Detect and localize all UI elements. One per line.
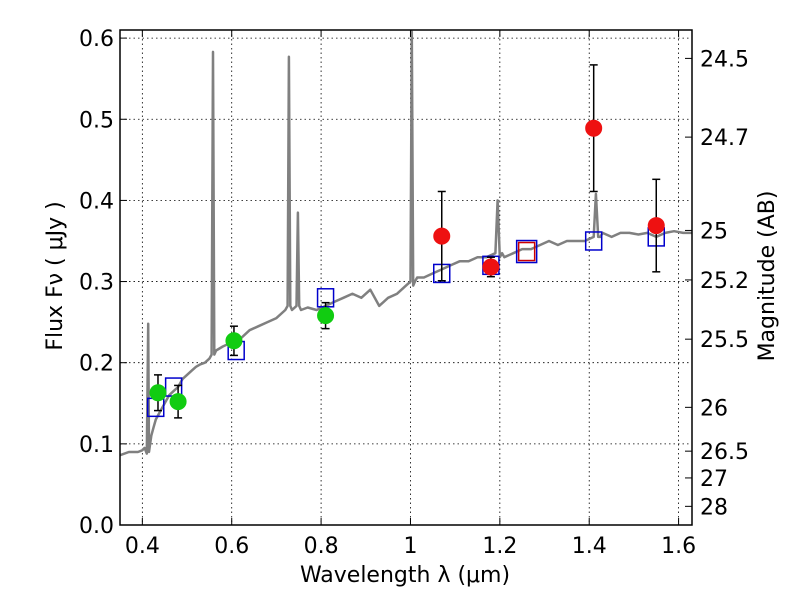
nir-point	[482, 258, 500, 276]
model-box-layer	[147, 227, 665, 418]
right-tick-label: 25	[700, 219, 728, 244]
optical-point	[317, 307, 335, 325]
right-tick-layer: 24.5 24.7 25 25.2 25.5 26 26.527 28	[685, 47, 749, 520]
x-tick-label: 1.6	[661, 534, 696, 559]
y-tick-label: 0.1	[79, 433, 114, 458]
y-axis-label: Flux Fν ( μJy )	[43, 201, 68, 350]
plot-frame	[119, 29, 693, 526]
x-tick-layer: 0.4 0.6 0.8 1 1.2 1.4 1.6	[125, 30, 696, 559]
grid-layer	[120, 30, 692, 526]
x-tick-label: 0.4	[125, 534, 160, 559]
photometry-layer	[149, 64, 665, 419]
x-tick-label: 1.4	[572, 534, 607, 559]
spectrum-line	[120, 30, 692, 457]
right-tick-label: 25.2	[700, 269, 749, 294]
model-box-marker	[517, 241, 536, 262]
y-tick-label: 0.2	[79, 352, 114, 377]
optical-point	[169, 393, 187, 411]
x-tick-label: 0.8	[304, 534, 339, 559]
model-box-marker	[584, 231, 603, 251]
nir-point	[433, 227, 451, 245]
y-tick-label: 0.6	[79, 27, 114, 52]
y-tick-label: 0.4	[79, 189, 114, 214]
right-tick-label: 24.7	[700, 126, 749, 151]
nir-point	[585, 119, 603, 137]
right-axis-label: Magnitude (AB)	[755, 191, 780, 362]
optical-point	[149, 384, 167, 402]
y-tick-layer: 0.0 0.1 0.2 0.3 0.4 0.5 0.6	[79, 27, 127, 539]
nir-point	[647, 217, 665, 235]
right-tick-label: 28	[700, 495, 728, 520]
model-box-outer	[515, 239, 538, 264]
x-tick-label: 0.6	[214, 534, 249, 559]
spectrum-layer	[120, 30, 692, 457]
x-axis-label: Wavelength λ (μm)	[300, 563, 510, 588]
right-tick-label: 26	[700, 396, 728, 421]
y-tick-label: 0.3	[79, 271, 114, 296]
right-tick-label: 27	[700, 467, 728, 492]
right-tick-label: 26.5	[700, 440, 749, 465]
x-tick-label: 1.2	[482, 534, 517, 559]
optical-point	[225, 332, 243, 350]
y-tick-label: 0.0	[79, 514, 114, 539]
right-tick-label: 25.5	[700, 328, 749, 353]
right-tick-label: 24.5	[700, 47, 749, 72]
y-tick-label: 0.5	[79, 108, 114, 133]
x-tick-label: 1	[403, 534, 417, 559]
